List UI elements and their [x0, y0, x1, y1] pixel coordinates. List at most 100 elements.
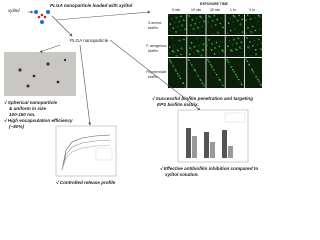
- fluorescence-spot: [257, 21, 259, 23]
- fluorescence-spot: [196, 37, 198, 39]
- fluorescence-spot: [197, 26, 199, 29]
- fluorescence-spot: [260, 48, 262, 51]
- particle-label: PLGA nanoparticle: [70, 38, 109, 43]
- fluorescence-spot: [247, 26, 250, 29]
- fluorescence-spot: [256, 76, 258, 78]
- fluorescence-spot: [201, 48, 203, 50]
- fluorescence-spot: [254, 48, 257, 51]
- row-label: biofilm: [148, 49, 158, 53]
- fluorescence-spot: [254, 29, 257, 32]
- fluorescence-spot: [236, 75, 239, 78]
- micrograph: [225, 58, 244, 88]
- fluorescence-spot: [196, 74, 199, 77]
- fluorescence-spot: [222, 26, 224, 29]
- fluorescence-spot: [178, 20, 181, 23]
- fluorescence-spot: [249, 47, 250, 49]
- drug-label: xylitol: [7, 8, 20, 13]
- fluorescence-spot: [209, 48, 211, 50]
- fluorescence-spot: [260, 84, 262, 87]
- fluorescence-spot: [221, 84, 224, 87]
- fluorescence-spot: [216, 31, 219, 34]
- row-label: Polymicrobial: [146, 70, 166, 74]
- fluorescence-spot: [207, 58, 209, 60]
- fluorescence-spot: [254, 17, 256, 19]
- fluorescence-spot: [193, 33, 195, 35]
- inhibition-chart: [177, 109, 249, 163]
- fluorescence-spot: [259, 28, 261, 30]
- fluorescence-spot: [238, 46, 241, 49]
- fluorescence-spot: [202, 43, 205, 46]
- fluorescence-spot: [238, 14, 240, 17]
- fluorescence-spot: [235, 73, 237, 76]
- fluorescence-spot: [187, 14, 189, 16]
- fluorescence-spot: [214, 72, 216, 74]
- fluorescence-spot: [213, 14, 216, 17]
- fluorescence-spot: [234, 29, 236, 30]
- fluorescence-spot: [207, 44, 208, 46]
- fluorescence-spot: [245, 19, 248, 22]
- fluorescence-spot: [229, 30, 232, 32]
- fluorescence-spot: [229, 17, 231, 19]
- fluorescence-spot: [202, 84, 205, 87]
- release-bullet: √ Controlled release profile: [56, 180, 116, 185]
- bullet-line: √ High encapsulation efficiency: [4, 118, 73, 123]
- fluorescence-spot: [215, 73, 218, 76]
- fluorescence-spot: [230, 49, 232, 51]
- fluorescence-spot: [189, 24, 192, 27]
- fluorescence-spot: [207, 15, 210, 17]
- bullet-line: √ Effective antibiofilm inhibition compa…: [160, 166, 258, 171]
- micrograph: [168, 14, 187, 35]
- fluorescence-spot: [232, 68, 234, 71]
- fluorescence-spot: [180, 47, 183, 50]
- row-label: S.aureus: [148, 21, 162, 25]
- fluorescence-spot: [251, 68, 253, 71]
- fluorescence-spot: [237, 37, 240, 40]
- fluorescence-spot: [171, 64, 175, 67]
- time-label: 5 min: [172, 8, 180, 12]
- fluorescence-spot: [180, 30, 182, 32]
- fluorescence-spot: [196, 18, 198, 20]
- fluorescence-spot: [171, 18, 173, 20]
- fluorescence-spot: [171, 37, 173, 39]
- fluorescence-spot: [249, 18, 252, 20]
- fluorescence-spot: [169, 23, 172, 25]
- fluorescence-spot: [215, 48, 217, 50]
- bullet-line: √ Spherical nanoparticle: [4, 100, 58, 105]
- fluorescence-spot: [218, 52, 220, 54]
- fluorescence-spot: [229, 40, 230, 42]
- fluorescence-spot: [246, 37, 248, 39]
- micrograph: [225, 36, 244, 57]
- row-label: biofilm: [148, 75, 158, 79]
- fluorescence-spot: [199, 22, 201, 23]
- fluorescence-spot: [226, 32, 228, 34]
- time-label: 30 min: [210, 8, 220, 12]
- fluorescence-spot: [232, 14, 235, 17]
- fluorescence-spot: [177, 49, 179, 52]
- fluorescence-spot: [183, 19, 185, 22]
- fluorescence-spot: [239, 23, 242, 26]
- fluorescence-spot: [241, 18, 243, 21]
- fluorescence-spot: [211, 65, 214, 69]
- micrograph: [187, 14, 206, 35]
- fluorescence-spot: [233, 70, 236, 73]
- row-label: biofilm: [148, 26, 158, 30]
- nanoparticle-icon: [34, 10, 50, 24]
- fluorescence-spot: [213, 46, 216, 49]
- fluorescence-spot: [236, 19, 239, 22]
- row-label: P. aeruginosa: [146, 44, 167, 48]
- fluorescence-spot: [251, 55, 252, 57]
- micrograph: [225, 14, 244, 35]
- fluorescence-spot: [245, 58, 247, 60]
- fluorescence-spot: [200, 54, 203, 57]
- bullet-line: 100-150 nm.: [9, 112, 35, 117]
- fluorescence-spot: [240, 41, 243, 43]
- fluorescence-spot: [179, 77, 182, 80]
- fluorescence-spot: [246, 32, 247, 34]
- fluorescence-spot: [174, 22, 176, 24]
- fluorescence-spot: [218, 45, 221, 48]
- fluorescence-spot: [193, 52, 195, 54]
- fluorescence-spot: [175, 31, 177, 33]
- fluorescence-spot: [237, 78, 240, 81]
- fluorescence-spot: [191, 64, 193, 66]
- fluorescence-spot: [257, 38, 260, 41]
